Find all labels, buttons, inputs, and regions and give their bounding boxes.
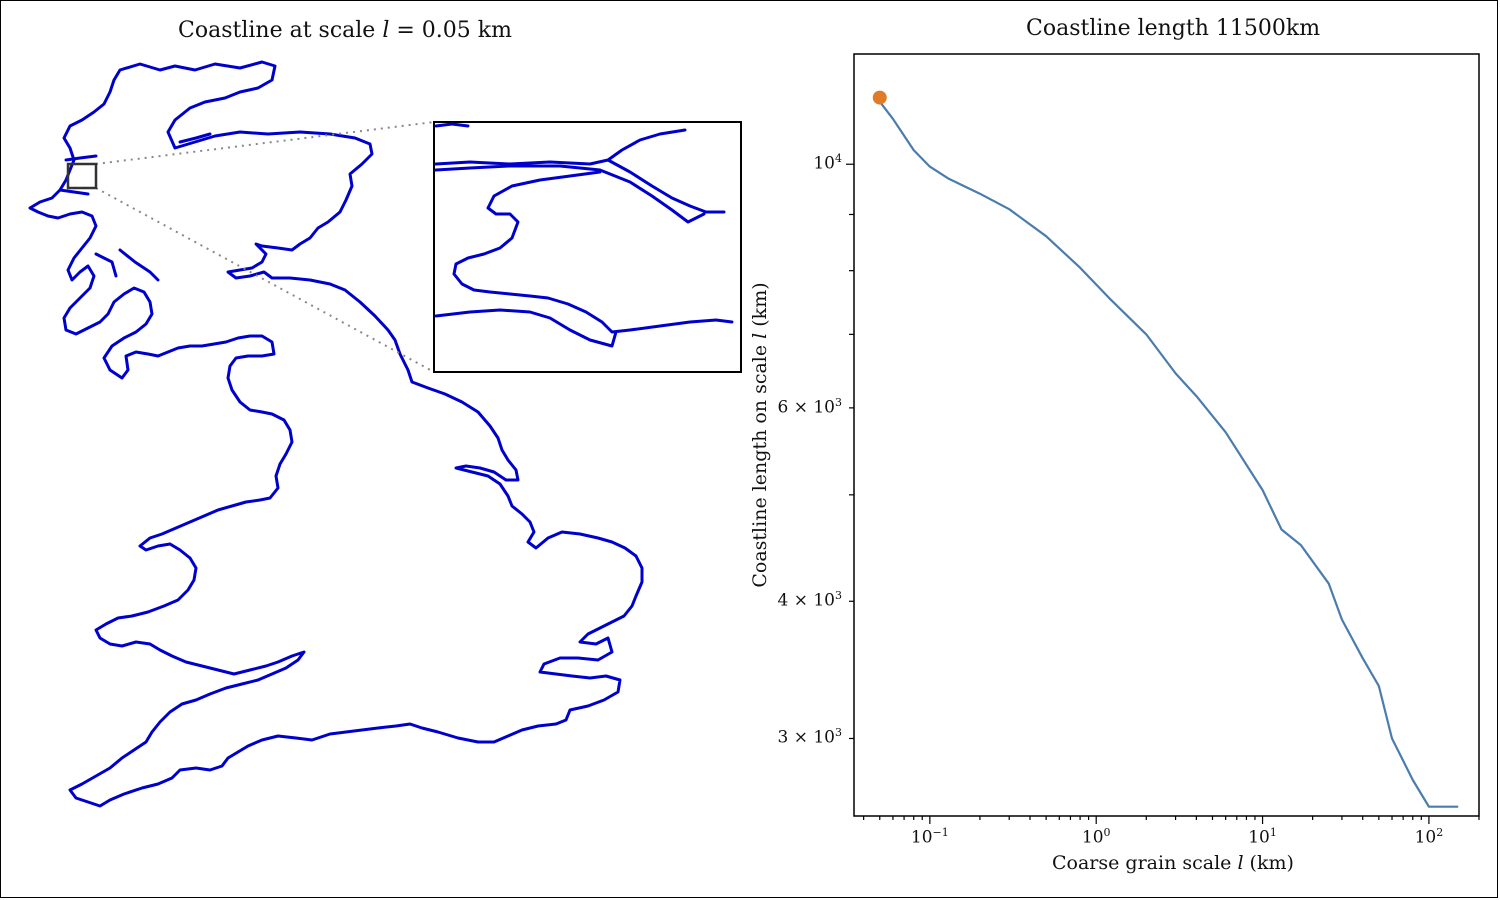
plot-area bbox=[853, 53, 1480, 817]
series-layer bbox=[872, 90, 1459, 808]
map-title: Coastline at scale l = 0.05 km bbox=[178, 18, 512, 43]
current-scale-marker bbox=[872, 90, 887, 105]
x-tick-label: 10−1 bbox=[910, 826, 949, 848]
connector-line-bottom bbox=[95, 187, 435, 373]
y-axis-label-text: Coastline length on scale bbox=[749, 338, 771, 588]
inset-coastline bbox=[434, 122, 734, 348]
map-title-var: l bbox=[382, 18, 390, 43]
y-tick-label: 4 × 103 bbox=[777, 589, 843, 611]
x-axis-label-unit: (km) bbox=[1243, 852, 1294, 874]
y-tick-label: 3 × 103 bbox=[777, 726, 843, 749]
connector-line-top bbox=[95, 121, 435, 165]
x-axis-label: Coarse grain scale l (km) bbox=[1052, 852, 1294, 874]
inset-overlay bbox=[66, 121, 742, 373]
x-tick-label: 100 bbox=[1081, 826, 1111, 848]
map-title-rest: = 0.05 km bbox=[389, 18, 512, 43]
coastline-length-series bbox=[878, 101, 1459, 808]
map-title-text: Coastline at scale bbox=[178, 18, 383, 43]
zoom-box bbox=[66, 162, 98, 190]
y-axis-label: Coastline length on scale l (km) bbox=[749, 282, 771, 587]
x-axis-label-var: l bbox=[1237, 852, 1244, 874]
y-tick-label: 104 bbox=[813, 152, 842, 174]
chart-title: Coastline length 11500km bbox=[1026, 16, 1321, 41]
x-tick-label: 101 bbox=[1248, 826, 1277, 848]
coastline-map bbox=[28, 60, 644, 808]
y-minor-ticks bbox=[846, 163, 854, 740]
x-tick-label: 102 bbox=[1414, 826, 1444, 848]
y-axis-label-unit: (km) bbox=[749, 282, 771, 333]
y-tick-label: 6 × 103 bbox=[777, 395, 843, 418]
coastline-inlet-1 bbox=[58, 132, 212, 282]
x-axis-label-text: Coarse grain scale bbox=[1052, 852, 1238, 874]
x-minor-ticks bbox=[863, 816, 1480, 824]
y-axis-label-var: l bbox=[749, 332, 771, 339]
coastline-path bbox=[28, 60, 644, 808]
